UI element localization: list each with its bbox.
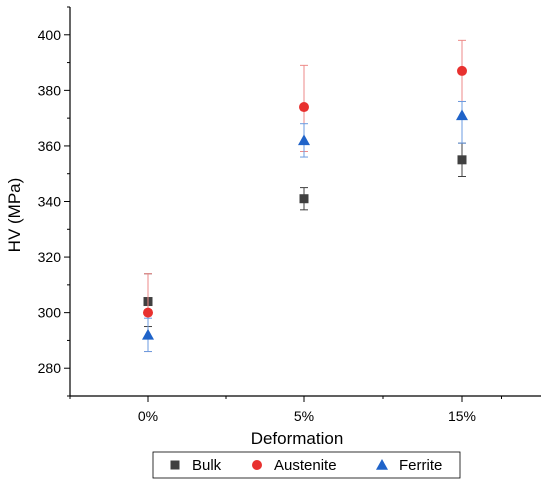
legend-marker-ferrite [376, 459, 388, 470]
y-tick-label: 340 [38, 194, 62, 210]
y-tick-label: 360 [38, 138, 62, 154]
x-tick-label: 15% [448, 408, 476, 424]
x-tick-label: 5% [294, 408, 314, 424]
data-point-austenite [299, 102, 309, 113]
y-axis-title: HV (MPa) [5, 178, 24, 253]
data-point-austenite [143, 307, 153, 318]
legend-marker-bulk [170, 460, 180, 470]
series-ferrite [142, 100, 468, 353]
legend-label-bulk: Bulk [192, 457, 222, 474]
y-tick-label: 280 [38, 360, 62, 376]
legend-label-ferrite: Ferrite [399, 457, 442, 474]
y-tick-label: 380 [38, 82, 62, 98]
x-axis-title: Deformation [251, 429, 344, 448]
y-tick-label: 320 [38, 249, 62, 265]
x-axis-ticks: 0% 5% 15% [69, 396, 502, 424]
legend-box [152, 451, 461, 479]
series-bulk [143, 142, 467, 328]
data-point-bulk [457, 155, 467, 165]
data-point-austenite [457, 65, 467, 76]
legend: Bulk Austenite Ferrite [152, 451, 461, 479]
x-tick-label: 0% [138, 408, 158, 424]
y-tick-label: 300 [38, 305, 62, 321]
data-point-bulk [299, 194, 309, 204]
y-axis-ticks: 280 300 320 340 360 380 400 [38, 6, 70, 397]
data-point-ferrite [298, 134, 310, 146]
series-layer [142, 39, 468, 353]
data-point-ferrite [142, 328, 154, 340]
legend-label-austenite: Austenite [274, 457, 337, 474]
legend-marker-austenite [252, 460, 262, 470]
data-point-ferrite [456, 109, 468, 121]
y-tick-label: 400 [38, 27, 62, 43]
